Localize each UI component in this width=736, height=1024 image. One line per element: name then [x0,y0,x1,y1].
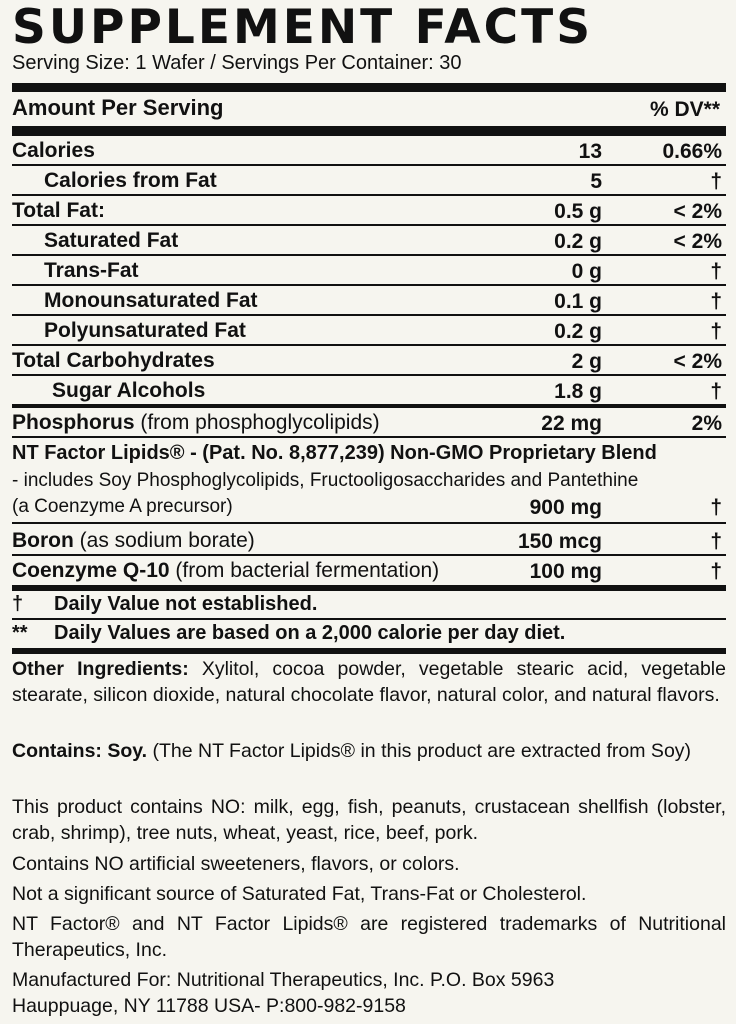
nutrient-row-calories-from-fat: Calories from Fat 5 † [12,166,726,196]
nutrient-amount: 0.2 g [554,320,602,343]
contains-text: (The NT Factor Lipids® in this product a… [152,740,692,762]
footnote-symbol: ** [12,622,28,644]
nutrient-dv: < 2% [673,230,722,253]
nutrient-name-group: Coenzyme Q-10 (from bacterial fermentati… [12,559,439,583]
nutrient-row-phosphorus: Phosphorus (from phosphoglycolipids) 22 … [12,408,726,438]
trademark-statement: NT Factor® and NT Factor Lipids® are reg… [12,913,726,961]
footnote-symbol: † [12,593,24,615]
nutrient-name-group: Boron (as sodium borate) [12,529,255,553]
blend-name: NT Factor Lipids® - (Pat. No. 8,877,239)… [12,442,657,464]
nutrient-name: Saturated Fat [44,229,179,252]
contains-statement: Contains: Soy. (The NT Factor Lipids® in… [12,738,726,764]
thick-divider [12,585,726,591]
dv-header-label: % DV** [649,98,720,121]
nutrient-row-total-fat: Total Fat: 0.5 g < 2% [12,196,726,226]
manufacturer-line-2: Hauppuage, NY 11788 USA- P:800-982-9158 [12,995,406,1017]
nutrient-row-saturated-fat: Saturated Fat 0.2 g < 2% [12,226,726,256]
thick-divider [12,83,726,92]
footnote-double-asterisk: ** Daily Values are based on a 2,000 calo… [12,622,565,645]
nutrient-row-coq10: Coenzyme Q-10 (from bacterial fermentati… [12,556,726,586]
nutrient-dv: † [710,290,722,313]
panel-title: SUPPLEMENT FACTS [12,0,594,55]
nutrient-name: Sugar Alcohols [52,379,206,402]
nutrient-name: Total Carbohydrates [12,349,215,372]
nutrient-source-note: (from bacterial fermentation) [175,559,440,582]
nutrient-dv: 0.66% [662,140,722,163]
blend-includes: - includes Soy Phosphoglycolipids, Fruct… [12,470,639,491]
nutrient-row-calories: Calories 13 0.66% [12,136,726,166]
other-ingredients: Other Ingredients: Xylitol, cocoa powder… [12,656,726,708]
nutrient-name: Boron [12,529,74,552]
nutrient-name: Total Fat: [12,199,105,222]
contains-label: Contains: Soy. [12,740,148,762]
nutrient-name: Calories [12,139,95,162]
nutrient-row-trans-fat: Trans-Fat 0 g † [12,256,726,286]
nutrient-name: Polyunsaturated Fat [44,319,246,342]
nutrient-dv: † [710,530,722,553]
nutrient-amount: 5 [590,170,602,193]
nutrient-name-group: Phosphorus (from phosphoglycolipids) [12,411,380,435]
nutrient-dv: † [710,496,722,519]
thick-divider [12,648,726,654]
nutrient-name: Calories from Fat [44,169,217,192]
footnote-text: Daily Value not established. [54,593,318,615]
nutrient-dv: 2% [691,412,722,435]
nutrient-row-monounsaturated-fat: Monounsaturated Fat 0.1 g † [12,286,726,316]
blend-precursor-note: (a Coenzyme A precursor) [12,496,233,517]
nutrient-source-note: (from phosphoglycolipids) [140,411,380,434]
nutrient-amount: 0.5 g [554,200,602,223]
footnote-dagger: † Daily Value not established. [12,593,317,616]
other-ingredients-label: Other Ingredients: [12,658,189,680]
nutrient-name: Trans-Fat [44,259,139,282]
nutrient-dv: < 2% [673,350,722,373]
divider [12,618,726,620]
allergen-free-statement: This product contains NO: milk, egg, fis… [12,796,726,844]
divider [12,404,726,408]
nutrient-dv: < 2% [673,200,722,223]
nutrient-source-note: (as sodium borate) [79,529,255,552]
nutrient-dv: † [710,320,722,343]
nutrient-dv: † [710,560,722,583]
nutrient-amount: 22 mg [541,412,602,435]
nutrient-row-boron: Boron (as sodium borate) 150 mcg † [12,526,726,556]
nutrient-amount: 0 g [571,260,602,283]
nutrient-dv: † [710,380,722,403]
proprietary-blend-row: NT Factor Lipids® - (Pat. No. 8,877,239)… [12,440,726,524]
serving-info: Serving Size: 1 Wafer / Servings Per Con… [12,52,462,74]
nutrient-name: Phosphorus [12,411,135,434]
nutrient-amount: 2 g [571,350,602,373]
other-ingredients-text: Xylitol, cocoa powder, vegetable stearic… [12,658,726,706]
not-significant-statement: Not a significant source of Saturated Fa… [12,883,587,905]
nutrient-amount: 900 mg [529,496,602,519]
thick-divider [12,126,726,136]
footnote-text: Daily Values are based on a 2,000 calori… [54,622,566,644]
nutrient-amount: 1.8 g [554,380,602,403]
nutrient-name: Coenzyme Q-10 [12,559,170,582]
nutrient-amount: 0.1 g [554,290,602,313]
nutrient-dv: † [710,260,722,283]
nutrient-amount: 0.2 g [554,230,602,253]
amount-per-serving-label: Amount Per Serving [12,95,224,120]
nutrient-amount: 100 mg [529,560,602,583]
nutrient-amount: 13 [578,140,602,163]
nutrient-row-polyunsaturated-fat: Polyunsaturated Fat 0.2 g † [12,316,726,346]
nutrient-dv: † [710,170,722,193]
nutrient-name: Monounsaturated Fat [44,289,258,312]
amount-header: Amount Per Serving % DV** [12,92,726,126]
manufacturer-line-1: Manufactured For: Nutritional Therapeuti… [12,969,555,991]
nutrient-amount: 150 mcg [517,530,602,553]
nutrient-row-sugar-alcohols: Sugar Alcohols 1.8 g † [12,376,726,406]
nutrient-row-total-carbohydrates: Total Carbohydrates 2 g < 2% [12,346,726,376]
no-artificial-statement: Contains NO artificial sweeteners, flavo… [12,853,460,875]
